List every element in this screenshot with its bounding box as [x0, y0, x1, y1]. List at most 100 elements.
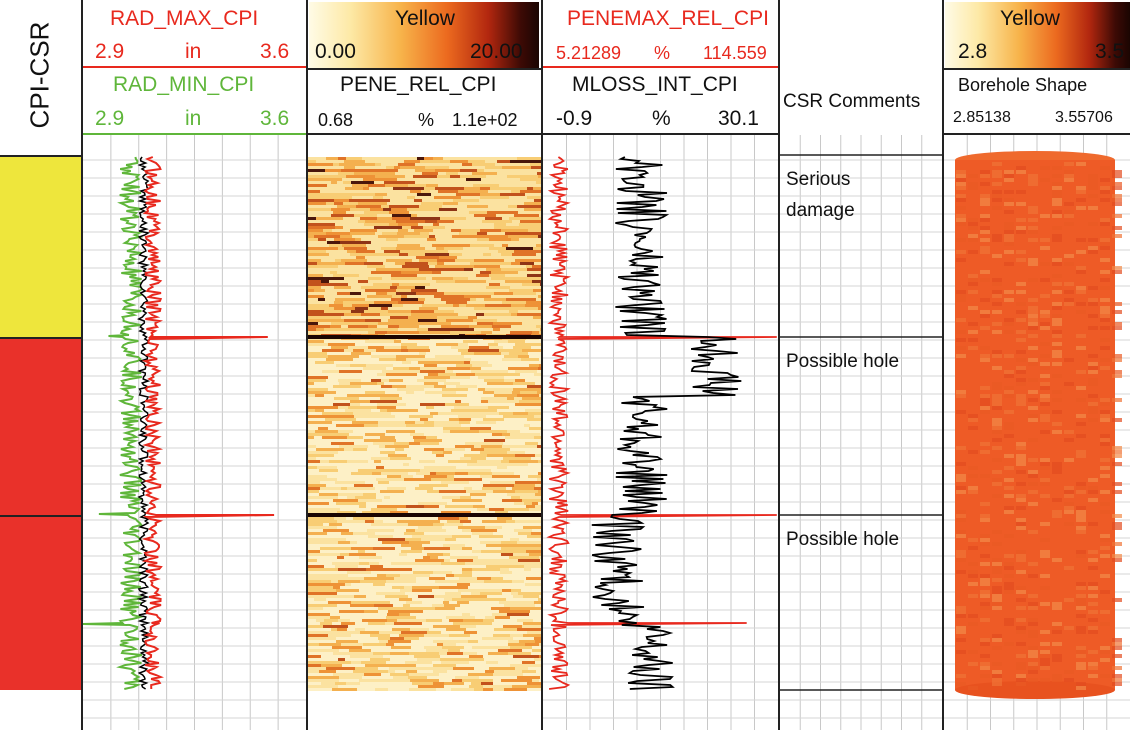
image-pixel	[399, 601, 406, 604]
image-pixel	[308, 358, 318, 361]
image-pixel	[367, 265, 385, 268]
image-pixel	[376, 676, 393, 679]
image-pixel	[353, 658, 370, 661]
image-pixel	[408, 676, 427, 679]
image-pixel	[323, 529, 349, 532]
image-pixel	[489, 346, 503, 349]
image-pixel	[483, 619, 494, 622]
shape-texture	[1076, 530, 1086, 534]
image-pixel	[366, 172, 395, 175]
image-pixel	[377, 505, 406, 508]
image-pixel	[308, 580, 331, 583]
image-pixel	[392, 385, 406, 388]
image-pixel	[399, 634, 424, 637]
image-pixel	[510, 664, 539, 667]
image-pixel	[492, 364, 523, 367]
image-pixel	[308, 199, 334, 202]
image-pixel	[335, 574, 348, 577]
image-pixel	[398, 238, 427, 241]
shape-texture	[1028, 306, 1038, 310]
image-pixel	[354, 313, 361, 316]
image-pixel	[363, 178, 372, 181]
image-pixel	[462, 679, 493, 682]
shape-texture	[980, 666, 990, 670]
image-pixel	[316, 619, 324, 622]
shape-texture	[1040, 386, 1050, 390]
image-pixel	[356, 250, 375, 253]
shape-texture	[1112, 194, 1122, 198]
image-pixel	[523, 595, 539, 598]
image-pixel	[502, 178, 520, 181]
image-pixel	[322, 370, 339, 373]
image-pixel	[347, 316, 377, 319]
shape-texture	[1112, 462, 1122, 466]
shape-texture	[1040, 398, 1050, 402]
image-pixel	[441, 661, 469, 664]
image-pixel	[497, 424, 524, 427]
shape-texture	[1052, 362, 1062, 366]
image-pixel	[475, 373, 500, 376]
shape-texture	[1100, 318, 1110, 322]
image-pixel	[513, 388, 541, 391]
image-pixel	[394, 280, 412, 283]
shape-texture	[1028, 358, 1038, 362]
shape-texture	[1112, 666, 1122, 670]
image-pixel	[486, 415, 503, 418]
shape-texture	[980, 654, 990, 658]
image-pixel	[494, 670, 522, 673]
image-pixel	[416, 256, 439, 259]
image-pixel	[511, 496, 520, 499]
image-pixel	[352, 184, 368, 187]
image-pixel	[347, 628, 355, 631]
image-pixel	[308, 517, 334, 520]
image-pixel	[420, 511, 441, 514]
image-pixel	[405, 592, 429, 595]
image-pixel	[411, 625, 433, 628]
image-pixel	[327, 352, 345, 355]
image-pixel	[455, 676, 479, 679]
shape-texture	[1064, 214, 1074, 218]
image-pixel	[404, 160, 420, 163]
shape-texture	[1052, 314, 1062, 318]
image-pixel	[446, 529, 455, 532]
image-pixel	[409, 415, 433, 418]
image-pixel	[332, 229, 350, 232]
shape-texture	[992, 674, 1002, 678]
shape-texture	[1088, 666, 1098, 670]
shape-texture	[1112, 446, 1122, 450]
image-pixel	[442, 496, 460, 499]
image-pixel	[335, 223, 364, 226]
image-pixel	[334, 454, 346, 457]
pene-range-max: 20.00	[470, 40, 523, 63]
image-pixel	[338, 469, 358, 472]
shape-texture	[1028, 346, 1038, 350]
image-pixel	[328, 634, 351, 637]
image-pixel	[446, 571, 452, 574]
image-pixel	[520, 391, 537, 394]
image-pixel	[510, 646, 532, 649]
image-pixel	[381, 673, 390, 676]
image-pixel	[466, 439, 484, 442]
shape-texture	[1016, 218, 1026, 222]
image-pixel	[308, 556, 337, 559]
image-pixel	[308, 286, 321, 289]
image-pixel	[524, 202, 541, 205]
image-pixel	[315, 220, 334, 223]
image-pixel	[371, 649, 396, 652]
image-pixel	[491, 607, 510, 610]
image-pixel	[452, 571, 462, 574]
image-pixel	[392, 628, 410, 631]
image-pixel	[326, 484, 354, 487]
image-pixel	[437, 175, 450, 178]
image-pixel	[513, 553, 529, 556]
image-pixel	[435, 235, 441, 238]
shape-texture	[992, 162, 1002, 166]
image-pixel	[308, 601, 317, 604]
image-pixel	[394, 256, 416, 259]
image-pixel	[408, 472, 416, 475]
shape-texture	[968, 226, 978, 230]
image-pixel	[336, 364, 350, 367]
image-pixel	[321, 655, 350, 658]
shape-texture	[1028, 654, 1038, 658]
image-pixel	[429, 628, 446, 631]
